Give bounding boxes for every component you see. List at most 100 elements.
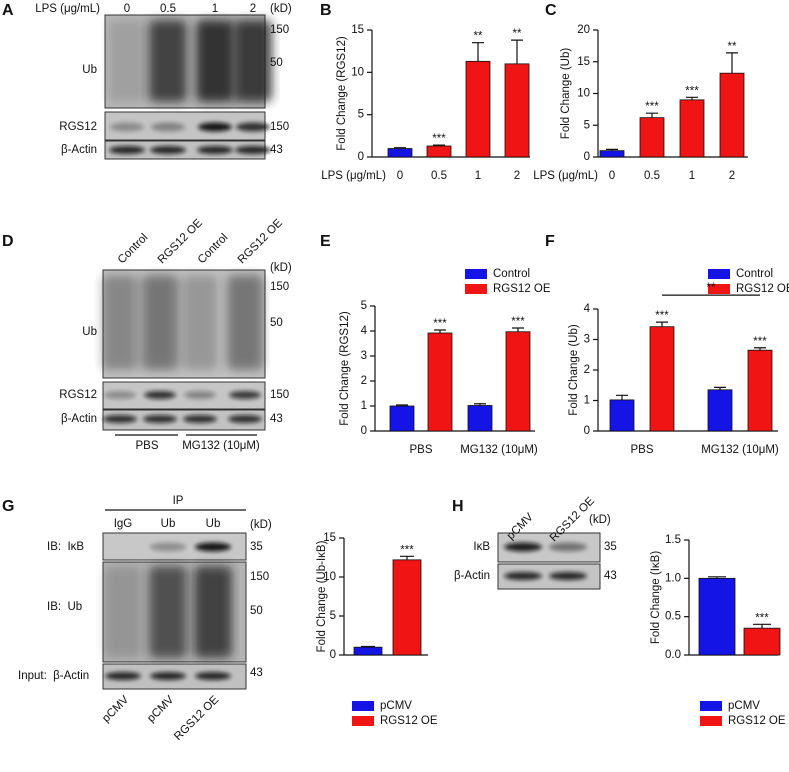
- bar: [743, 627, 781, 656]
- x-tick-label: 1: [689, 170, 695, 182]
- x-tick-label: 0.5: [644, 170, 660, 182]
- smear: [234, 20, 272, 102]
- y-tick-label: 10: [323, 571, 336, 583]
- error-bar: [400, 555, 414, 560]
- y-axis-label: Fold Change (Ub): [560, 48, 572, 140]
- x-tick-label: MG132 (10μM): [701, 444, 779, 456]
- band: [104, 391, 136, 399]
- x-axis-label: LPS (μg/mL): [533, 170, 598, 182]
- kd-marker: 50: [250, 605, 263, 617]
- significance: **: [474, 31, 483, 43]
- kd-marker: 150: [270, 24, 289, 36]
- x-tick-label: 1: [475, 170, 481, 182]
- x-tick-label: PBS: [409, 444, 432, 456]
- legend-swatch: [352, 701, 374, 711]
- panel-label: H: [452, 498, 464, 515]
- bar: [392, 559, 422, 656]
- y-tick-label: 4: [361, 325, 368, 337]
- kd-header: (kD): [250, 519, 272, 531]
- y-tick-label: 5: [330, 610, 336, 622]
- band: [549, 542, 587, 552]
- bar: [707, 389, 733, 432]
- kd-marker: 35: [250, 541, 263, 553]
- panel-label: E: [320, 233, 331, 250]
- row-label: β-Actin: [454, 570, 490, 582]
- y-tick-label: 20: [577, 24, 590, 36]
- kd-marker: 43: [270, 144, 283, 156]
- band: [150, 542, 186, 552]
- legend-label: RGS12 OE: [493, 283, 551, 295]
- significance: ***: [655, 310, 669, 322]
- group-label: MG132 (10μM): [182, 440, 260, 452]
- y-axis-label: Fold Change (IκB): [650, 551, 662, 644]
- significance: ***: [755, 612, 769, 624]
- smear: [194, 566, 232, 658]
- significance: ***: [685, 85, 699, 97]
- y-tick-label: 0.0: [665, 649, 681, 661]
- error-bar: [361, 645, 375, 648]
- band: [110, 122, 144, 132]
- y-tick-label: 1: [584, 395, 590, 407]
- band: [195, 672, 231, 680]
- panel-label: B: [320, 2, 332, 19]
- bar: [649, 326, 675, 432]
- row-label: β-Actin: [61, 144, 97, 156]
- legend-label: RGS12 OE: [380, 715, 438, 727]
- kd-marker: 50: [270, 57, 283, 69]
- significance: ***: [645, 101, 659, 113]
- band: [109, 146, 145, 154]
- bar: [387, 148, 413, 158]
- error-bar: [686, 96, 698, 100]
- error-bar: [656, 321, 668, 327]
- y-tick-label: 15: [323, 532, 336, 544]
- row-label: Ub: [82, 64, 97, 76]
- kd-marker: 150: [250, 571, 269, 583]
- band: [144, 391, 176, 399]
- lane-label: IgG: [114, 518, 133, 530]
- panel-label: C: [545, 2, 557, 19]
- band: [150, 146, 186, 154]
- blot-images: [102, 14, 601, 690]
- bar: [389, 405, 415, 432]
- legend-swatch: [700, 701, 722, 711]
- x-tick-label: 0: [397, 170, 403, 182]
- band: [504, 542, 542, 552]
- legend-swatch: [465, 269, 487, 279]
- band: [143, 415, 177, 423]
- y-tick-label: 1: [361, 400, 367, 412]
- legend-swatch: [708, 284, 730, 294]
- blot-header: IP: [173, 495, 184, 507]
- smear: [142, 275, 178, 370]
- blot-header: LPS (μg/mL): [35, 3, 100, 15]
- panel-label: A: [2, 2, 14, 19]
- band: [236, 122, 270, 132]
- significance: ***: [511, 316, 525, 328]
- panel-label: F: [545, 233, 555, 250]
- band: [504, 572, 542, 580]
- row-label: Input: β-Actin: [18, 670, 89, 682]
- error-bar: [616, 394, 628, 400]
- significance: ***: [400, 544, 414, 556]
- lane-label: 0.5: [160, 3, 176, 15]
- legend-label: pCMV: [728, 700, 760, 712]
- legend-label: Control: [493, 268, 530, 280]
- bar: [698, 577, 736, 656]
- legend-label: RGS12 OE: [728, 715, 786, 727]
- error-bar: [433, 144, 445, 146]
- y-tick-label: 5: [361, 300, 367, 312]
- lane-label: 2: [250, 3, 256, 15]
- significance: ***: [433, 318, 447, 330]
- significance: **: [728, 41, 737, 53]
- x-tick-label: PBS: [630, 444, 653, 456]
- smear: [196, 20, 234, 102]
- bar: [426, 145, 452, 158]
- lane-label: pCMV: [145, 694, 176, 725]
- kd-marker: 35: [604, 541, 617, 553]
- band: [235, 146, 271, 154]
- y-tick-label: 0: [358, 151, 364, 163]
- x-tick-label: 2: [514, 170, 520, 182]
- band: [197, 146, 233, 154]
- band: [183, 415, 217, 423]
- band: [198, 122, 232, 132]
